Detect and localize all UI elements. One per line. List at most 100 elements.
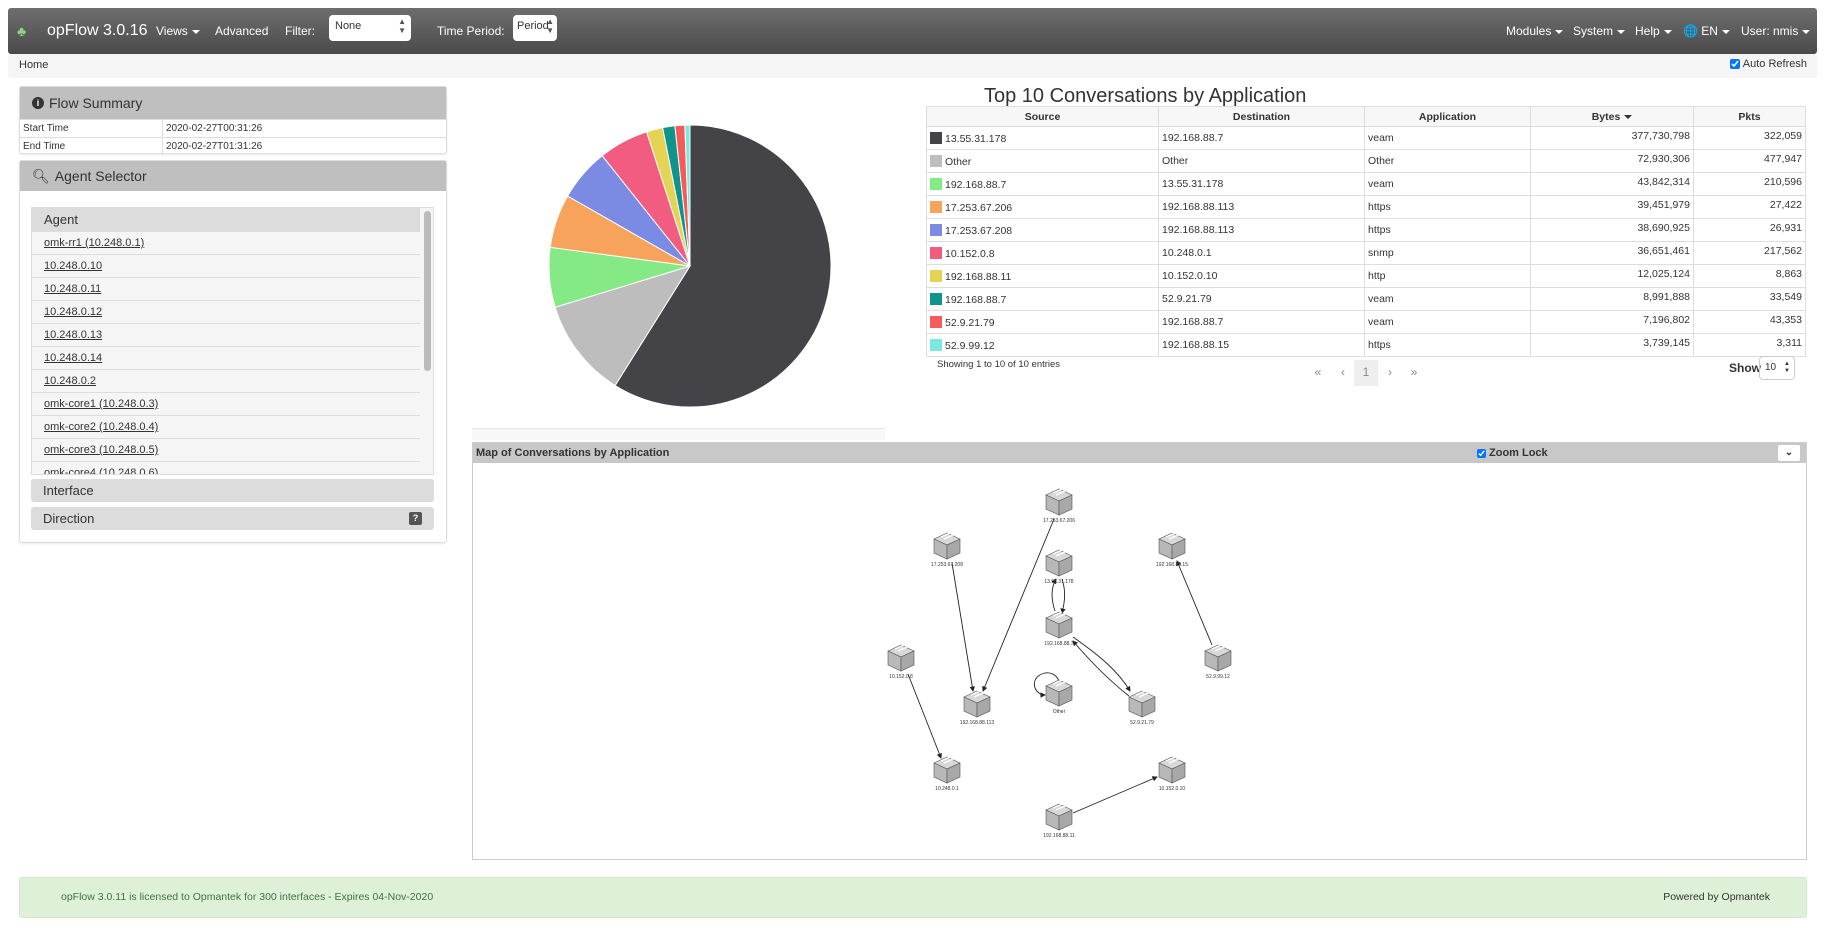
language-menu[interactable]: 🌐 EN: [1683, 8, 1730, 54]
map-node[interactable]: 10.152.0.8: [887, 644, 915, 680]
start-time-value: 2020-02-27T00:31:26: [166, 123, 263, 134]
agent-item[interactable]: 10.248.0.14: [32, 346, 420, 369]
map-node[interactable]: 192.168.88.113: [960, 690, 995, 726]
breadcrumb: Home Auto Refresh: [8, 54, 1817, 78]
updown-icon: ▲ ▼: [398, 17, 406, 35]
color-swatch: [930, 269, 942, 282]
user-menu[interactable]: User: nmis: [1741, 8, 1811, 54]
table-row[interactable]: 17.253.67.206 192.168.88.113 https 39,45…: [926, 195, 1806, 219]
table-row[interactable]: 192.168.88.7 52.9.21.79 veam 8,991,888 3…: [926, 287, 1806, 311]
col-pkts[interactable]: Pkts: [1693, 106, 1806, 127]
agent-item[interactable]: omk-core1 (10.248.0.3): [32, 392, 420, 415]
col-application[interactable]: Application: [1364, 106, 1531, 127]
map-node[interactable]: 17.253.67.208: [931, 532, 963, 568]
bytes-cell: 12,025,124: [1530, 264, 1694, 288]
auto-refresh-toggle[interactable]: Auto Refresh: [1729, 58, 1807, 70]
agent-item[interactable]: 10.248.0.2: [32, 369, 420, 392]
server-box-icon: [1045, 803, 1073, 831]
help-menu[interactable]: Help: [1635, 8, 1672, 54]
col-destination[interactable]: Destination: [1158, 106, 1365, 127]
zoom-lock-label: Zoom Lock: [1489, 447, 1548, 459]
table-row[interactable]: Other Other Other 72,930,306 477,947: [926, 149, 1806, 173]
map-node[interactable]: 52.9.99.12: [1204, 644, 1232, 680]
breadcrumb-home[interactable]: Home: [19, 59, 49, 71]
table-row[interactable]: 52.9.21.79 192.168.88.7 veam 7,196,802 4…: [926, 310, 1806, 334]
agent-item[interactable]: omk-rr1 (10.248.0.1): [32, 231, 420, 254]
agent-item[interactable]: 10.248.0.13: [32, 323, 420, 346]
filter-value: None: [335, 20, 362, 32]
map-node-label: 52.9.21.79: [1130, 720, 1154, 726]
pie-slice[interactable]: [684, 124, 691, 267]
last-page-button[interactable]: »: [1410, 365, 1418, 379]
map-node-label: 192.168.88.15: [1156, 562, 1188, 568]
caret-down-icon: [1663, 29, 1672, 34]
map-node[interactable]: 13.55.31.178: [1044, 549, 1074, 585]
map-node[interactable]: 192.168.88.15: [1156, 532, 1188, 568]
advanced-link[interactable]: Advanced: [215, 24, 269, 38]
destination-cell: 192.168.88.7: [1158, 310, 1365, 334]
filter-select[interactable]: None ▲ ▼: [329, 15, 411, 41]
col-bytes[interactable]: Bytes: [1530, 106, 1694, 127]
page-size-select[interactable]: 10 ▲ ▼: [1759, 356, 1795, 380]
license-text: opFlow 3.0.11 is licensed to Opmantek fo…: [61, 891, 434, 903]
agent-item[interactable]: omk-core2 (10.248.0.4): [32, 415, 420, 438]
table-row[interactable]: 52.9.99.12 192.168.88.15 https 3,739,145…: [926, 333, 1806, 357]
table-row[interactable]: 13.55.31.178 192.168.88.7 veam 377,730,7…: [926, 126, 1806, 150]
bytes-cell: 3,739,145: [1530, 333, 1694, 357]
zoom-lock-toggle[interactable]: Zoom Lock: [1477, 443, 1548, 463]
first-page-button[interactable]: «: [1314, 365, 1322, 379]
agent-item[interactable]: omk-core4 (10.248.0.6): [32, 461, 420, 474]
server-box-icon: [963, 690, 991, 718]
interface-accordion[interactable]: Interface: [31, 479, 434, 502]
system-menu[interactable]: System: [1573, 8, 1626, 54]
server-box-icon: [1045, 679, 1073, 707]
application-cell: https: [1364, 195, 1531, 219]
auto-refresh-checkbox[interactable]: [1729, 59, 1740, 69]
agent-item[interactable]: 10.248.0.10: [32, 254, 420, 277]
table-row[interactable]: 192.168.88.11 10.152.0.10 http 12,025,12…: [926, 264, 1806, 288]
help-icon[interactable]: ?: [409, 512, 422, 525]
server-box-icon: [933, 756, 961, 784]
pie-slice[interactable]: [554, 265, 692, 387]
edge-9912-15: [1176, 560, 1213, 646]
pkts-cell: 322,059: [1693, 126, 1806, 150]
col-source[interactable]: Source: [926, 106, 1159, 127]
conversation-map[interactable]: 17.253.67.206 17.253.67.208 13.55.31.178 19…: [473, 463, 1806, 859]
map-node[interactable]: 192.168.88.7: [1044, 611, 1074, 647]
direction-accordion[interactable]: Direction?: [31, 507, 434, 530]
map-node[interactable]: 52.9.21.79: [1128, 690, 1156, 726]
page-1-button[interactable]: 1: [1354, 360, 1378, 386]
pie-slice[interactable]: [614, 124, 832, 408]
views-menu[interactable]: Views: [156, 8, 200, 54]
server-box-icon: [1128, 690, 1156, 718]
agent-item[interactable]: omk-core3 (10.248.0.5): [32, 438, 420, 461]
map-node[interactable]: 17.253.67.206: [1043, 488, 1075, 524]
next-page-button[interactable]: ›: [1388, 365, 1392, 379]
map-node[interactable]: Other: [1045, 679, 1073, 715]
brand[interactable]: opFlow 3.0.16: [47, 22, 148, 39]
table-row[interactable]: 10.152.0.8 10.248.0.1 snmp 36,651,461 21…: [926, 241, 1806, 265]
zoom-lock-checkbox[interactable]: [1477, 448, 1486, 458]
modules-menu[interactable]: Modules: [1506, 8, 1564, 54]
table-row[interactable]: 192.168.88.7 13.55.31.178 veam 43,842,31…: [926, 172, 1806, 196]
table-row[interactable]: 17.253.67.208 192.168.88.113 https 38,69…: [926, 218, 1806, 242]
color-swatch: [930, 131, 942, 144]
map-node[interactable]: 10.248.0.1: [933, 756, 961, 792]
application-cell: https: [1364, 333, 1531, 357]
prev-page-button[interactable]: ‹: [1341, 365, 1345, 379]
pkts-cell: 8,863: [1693, 264, 1806, 288]
agent-item[interactable]: 10.248.0.12: [32, 300, 420, 323]
time-period-select[interactable]: Period ▲ ▼: [513, 15, 557, 41]
agent-header[interactable]: Agent: [32, 208, 420, 231]
map-node-label: 192.168.88.11: [1043, 833, 1075, 839]
agent-item[interactable]: 10.248.0.11: [32, 277, 420, 300]
auto-refresh-label: Auto Refresh: [1742, 58, 1807, 70]
collapse-chevron-icon[interactable]: ⌄: [1778, 445, 1800, 461]
agent-list-scrollbar[interactable]: [424, 211, 431, 371]
destination-cell: 10.248.0.1: [1158, 241, 1365, 265]
map-node[interactable]: 192.168.88.11: [1043, 803, 1075, 839]
sort-desc-icon: [1624, 114, 1633, 119]
bytes-cell: 36,651,461: [1530, 241, 1694, 265]
map-node[interactable]: 10.152.0.10: [1158, 756, 1186, 792]
map-header: Map of Conversations by Application Zoom…: [473, 443, 1806, 463]
